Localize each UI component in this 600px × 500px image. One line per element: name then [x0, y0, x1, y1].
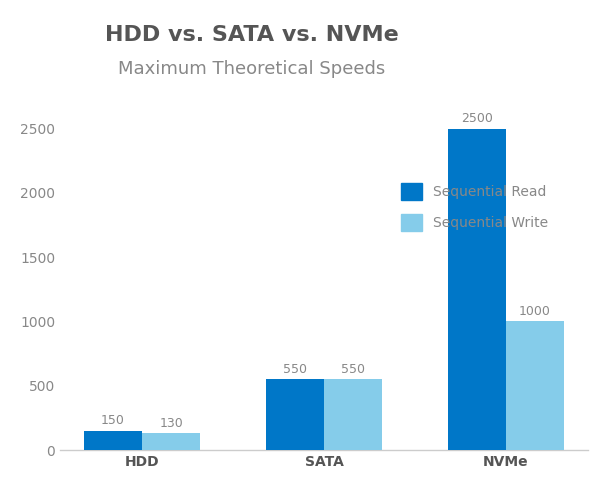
Legend: Sequential Read, Sequential Write: Sequential Read, Sequential Write — [394, 176, 555, 238]
Text: 150: 150 — [101, 414, 125, 428]
Bar — [324, 380, 382, 450]
Text: HDD vs. SATA vs. NVMe: HDD vs. SATA vs. NVMe — [105, 25, 399, 45]
Text: 2500: 2500 — [461, 112, 493, 126]
Text: 130: 130 — [160, 417, 183, 430]
Text: 550: 550 — [283, 363, 307, 376]
Text: 550: 550 — [341, 363, 365, 376]
Text: Maximum Theoretical Speeds: Maximum Theoretical Speeds — [118, 60, 386, 78]
Bar — [448, 128, 506, 450]
Bar — [84, 430, 142, 450]
Bar — [506, 322, 564, 450]
Bar — [142, 434, 200, 450]
Bar — [266, 380, 324, 450]
Text: 1000: 1000 — [519, 305, 551, 318]
